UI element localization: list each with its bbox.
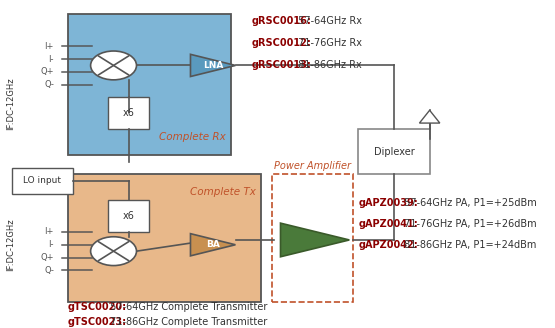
Polygon shape xyxy=(190,54,235,76)
Text: IF:DC-12GHz: IF:DC-12GHz xyxy=(7,218,16,271)
Text: gAPZ0041:: gAPZ0041: xyxy=(359,219,418,229)
Text: LO input: LO input xyxy=(23,176,61,185)
Circle shape xyxy=(90,237,137,266)
Text: Q+: Q+ xyxy=(41,253,54,262)
Text: IF:DC-12GHz: IF:DC-12GHz xyxy=(7,77,16,130)
Text: BA: BA xyxy=(206,240,220,249)
FancyBboxPatch shape xyxy=(68,174,261,302)
Text: I+: I+ xyxy=(44,42,54,51)
Text: gAPZ0042:: gAPZ0042: xyxy=(359,240,418,250)
Text: x6: x6 xyxy=(123,109,135,118)
Text: 81-86GHz Rx: 81-86GHz Rx xyxy=(295,60,361,71)
Text: Q-: Q- xyxy=(44,266,54,275)
Text: Complete Rx: Complete Rx xyxy=(159,132,226,142)
Polygon shape xyxy=(190,234,235,256)
Text: gRSC0012:: gRSC0012: xyxy=(251,38,311,48)
Text: gRSC0013:: gRSC0013: xyxy=(251,60,311,71)
Polygon shape xyxy=(280,223,349,257)
Text: 81-86GHz PA, P1=+24dBm: 81-86GHz PA, P1=+24dBm xyxy=(401,240,536,250)
Text: Q-: Q- xyxy=(44,80,54,89)
Text: gRSC0016:: gRSC0016: xyxy=(251,16,311,26)
FancyBboxPatch shape xyxy=(359,130,430,174)
FancyBboxPatch shape xyxy=(12,168,73,194)
Text: gTSC0023:: gTSC0023: xyxy=(68,317,127,327)
FancyBboxPatch shape xyxy=(271,174,353,302)
Text: 71-86GHz Complete Transmitter: 71-86GHz Complete Transmitter xyxy=(108,317,268,327)
Text: gTSC0020:: gTSC0020: xyxy=(68,302,127,312)
Text: Power Amplifier: Power Amplifier xyxy=(274,161,351,171)
Text: Q+: Q+ xyxy=(41,67,54,76)
FancyBboxPatch shape xyxy=(108,97,149,130)
FancyBboxPatch shape xyxy=(108,200,149,232)
Text: Diplexer: Diplexer xyxy=(374,147,415,157)
Polygon shape xyxy=(420,110,440,123)
Text: x6: x6 xyxy=(123,211,135,221)
Text: 57-64GHz PA, P1=+25dBm: 57-64GHz PA, P1=+25dBm xyxy=(401,198,536,208)
Text: I+: I+ xyxy=(44,227,54,236)
Text: 71-76GHz PA, P1=+26dBm: 71-76GHz PA, P1=+26dBm xyxy=(401,219,536,229)
Text: 71-76GHz Rx: 71-76GHz Rx xyxy=(295,38,361,48)
Text: Complete Tx: Complete Tx xyxy=(190,187,256,197)
Text: LNA: LNA xyxy=(203,61,223,70)
Text: 57-64GHz Complete Transmitter: 57-64GHz Complete Transmitter xyxy=(108,302,268,312)
FancyBboxPatch shape xyxy=(68,14,231,155)
Text: I-: I- xyxy=(48,54,54,64)
Text: 57-64GHz Rx: 57-64GHz Rx xyxy=(295,16,361,26)
Text: I-: I- xyxy=(48,240,54,249)
Circle shape xyxy=(90,51,137,80)
Text: gAPZ0039:: gAPZ0039: xyxy=(359,198,418,208)
